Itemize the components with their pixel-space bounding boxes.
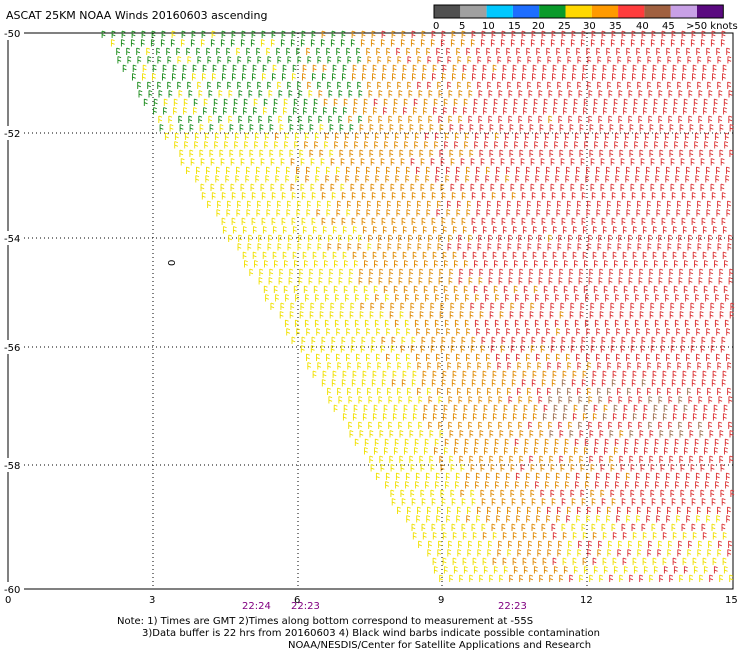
measurement-times: 22:24 22:23 22:23 <box>242 601 527 612</box>
lat-label: -58 <box>4 461 20 472</box>
latitude-labels: -50 -52 -54 -56 -58 -60 <box>0 26 24 596</box>
wind-barb-group <box>110 30 734 582</box>
legend-label: 0 <box>433 21 439 32</box>
legend-swatch <box>434 5 461 18</box>
wind-barb-group <box>542 379 704 438</box>
legend-label: 20 <box>532 21 545 32</box>
map-title: ASCAT 25KM NOAA Winds 20160603 ascending <box>6 9 267 22</box>
legend-label: 40 <box>636 21 649 32</box>
legend-swatch <box>539 5 566 18</box>
legend-label: 45 <box>662 21 675 32</box>
legend-swatch <box>670 5 697 18</box>
wind-barb-group <box>373 30 735 582</box>
legend-swatch <box>644 5 671 18</box>
legend-label: 25 <box>558 21 571 32</box>
legend-swatch <box>697 5 724 18</box>
legend-swatch <box>565 5 592 18</box>
lon-label: 15 <box>725 595 738 606</box>
longitude-labels: 0 3 6 9 12 15 <box>5 595 738 606</box>
time-label: 22:24 <box>242 601 271 612</box>
lat-label: -50 <box>4 29 20 40</box>
wind-barbs <box>101 30 735 582</box>
contour-label: 0 <box>167 260 178 266</box>
legend-label: 5 <box>459 21 465 32</box>
lon-label: 6 <box>294 595 300 606</box>
legend-swatch <box>486 5 513 18</box>
time-label: 22:23 <box>498 601 527 612</box>
lat-label: -52 <box>4 129 20 140</box>
legend-swatch <box>618 5 645 18</box>
lon-label: 9 <box>438 595 444 606</box>
legend-swatch <box>512 5 540 18</box>
lat-label: -60 <box>4 585 20 596</box>
note-line-1: Note: 1) Times are GMT 2)Times along bot… <box>117 616 534 627</box>
wind-speed-legend: 0 5 10 15 20 25 30 35 40 45 >50 knots <box>433 4 738 32</box>
legend-label: 30 <box>583 21 596 32</box>
legend-swatch <box>591 5 619 18</box>
legend-label: 10 <box>482 21 495 32</box>
wind-barb-group <box>274 30 630 582</box>
lat-label: -54 <box>4 234 20 245</box>
lon-label: 0 <box>5 595 11 606</box>
lon-label: 3 <box>149 595 155 606</box>
legend-label: 15 <box>508 21 521 32</box>
wind-barb-group <box>101 30 363 132</box>
lat-label: -56 <box>4 343 20 354</box>
legend-label: 35 <box>609 21 622 32</box>
time-label: 22:23 <box>291 601 320 612</box>
legend-swatch <box>460 5 487 18</box>
lon-label: 12 <box>580 595 593 606</box>
note-line-3: NOAA/NESDIS/Center for Satellite Applica… <box>288 640 592 651</box>
legend-label: >50 knots <box>686 21 738 32</box>
note-line-2: 3)Data buffer is 22 hrs from 20160603 4)… <box>142 628 600 639</box>
